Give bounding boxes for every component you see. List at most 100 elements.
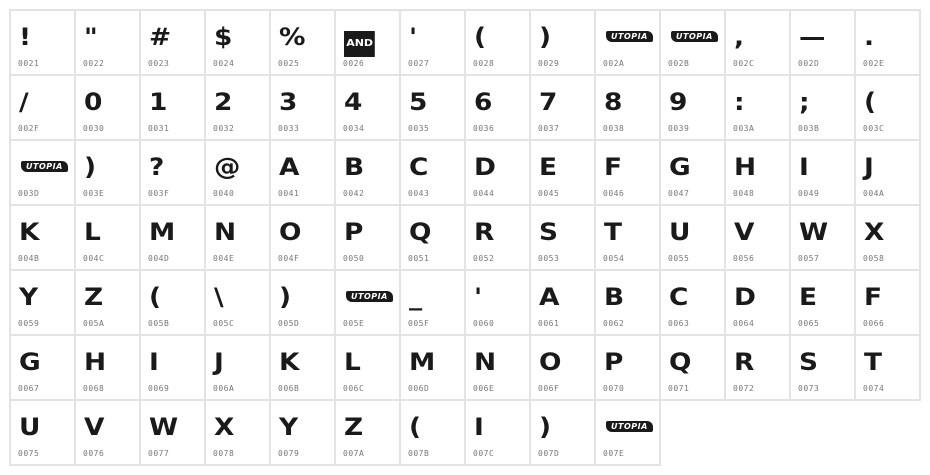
glyph-cell[interactable]: / 002F (9, 74, 76, 141)
glyph-cell[interactable]: . 002E (854, 9, 921, 76)
glyph-cell[interactable]: O 006F (529, 334, 596, 401)
glyph-cell[interactable]: E 0065 (789, 269, 856, 336)
glyph-preview: . (864, 23, 875, 51)
glyph-cell[interactable]: V 0056 (724, 204, 791, 271)
glyph-cell[interactable]: B 0042 (334, 139, 401, 206)
glyph-cell[interactable]: F 0046 (594, 139, 661, 206)
glyph-cell[interactable]: 4 0034 (334, 74, 401, 141)
glyph-cell[interactable]: 6 0036 (464, 74, 531, 141)
codepoint-label: 0072 (733, 384, 755, 393)
glyph-cell[interactable]: 3 0033 (269, 74, 336, 141)
glyph-cell[interactable]: UTOPIA 007E (594, 399, 661, 466)
glyph-cell[interactable]: L 006C (334, 334, 401, 401)
glyph-cell[interactable]: (003C (854, 74, 921, 141)
glyph-cell[interactable]: M 006D (399, 334, 466, 401)
glyph-cell[interactable]: 0 0030 (74, 74, 141, 141)
glyph-cell[interactable]: ; 003B (789, 74, 856, 141)
glyph-cell[interactable]: G 0047 (659, 139, 726, 206)
glyph-cell[interactable]: K 004B (9, 204, 76, 271)
codepoint-label: 0027 (408, 59, 430, 68)
glyph-cell[interactable]: $0024 (204, 9, 271, 76)
glyph-cell[interactable]: R 0052 (464, 204, 531, 271)
codepoint-label: 0049 (798, 189, 820, 198)
glyph-cell[interactable]: A 0041 (269, 139, 336, 206)
glyph-cell[interactable]: H 0048 (724, 139, 791, 206)
glyph-cell[interactable]: G 0067 (9, 334, 76, 401)
codepoint-label: 002D (798, 59, 820, 68)
glyph-cell[interactable]: F 0066 (854, 269, 921, 336)
glyph-cell[interactable]: I 0069 (139, 334, 206, 401)
glyph-cell[interactable]: 1 0031 (139, 74, 206, 141)
glyph-cell[interactable]: ' 0060 (464, 269, 531, 336)
glyph-cell[interactable]: UTOPIA 002A (594, 9, 661, 76)
glyph-cell[interactable]: T 0054 (594, 204, 661, 271)
glyph-cell[interactable]: UTOPIA 002B (659, 9, 726, 76)
glyph-cell[interactable]: UTOPIA 005E (334, 269, 401, 336)
glyph-cell[interactable]: P 0070 (594, 334, 661, 401)
glyph-cell[interactable]: , 002C (724, 9, 791, 76)
glyph-cell[interactable]: J 004A (854, 139, 921, 206)
glyph-cell[interactable]: I 007C (464, 399, 531, 466)
glyph-cell[interactable]: U 0055 (659, 204, 726, 271)
glyph-cell[interactable]: AND 0026 (334, 9, 401, 76)
glyph-cell[interactable]: E 0045 (529, 139, 596, 206)
glyph-cell[interactable]: X 0078 (204, 399, 271, 466)
glyph-cell[interactable]: X 0058 (854, 204, 921, 271)
glyph-cell[interactable]: K 006B (269, 334, 336, 401)
glyph-cell[interactable]: " 0022 (74, 9, 141, 76)
glyph-cell[interactable]: (0028 (464, 9, 531, 76)
glyph-cell[interactable]: 7 0037 (529, 74, 596, 141)
glyph-cell[interactable]: D 0064 (724, 269, 791, 336)
glyph-cell[interactable]: H 0068 (74, 334, 141, 401)
glyph-cell[interactable]: Z 007A (334, 399, 401, 466)
glyph-cell[interactable]: \ 005C (204, 269, 271, 336)
glyph-cell[interactable]: Z 005A (74, 269, 141, 336)
glyph-cell[interactable]: O 004F (269, 204, 336, 271)
glyph-cell[interactable]: Q 0051 (399, 204, 466, 271)
glyph-cell[interactable]: M 004D (139, 204, 206, 271)
glyph-cell[interactable]: ) 007D (529, 399, 596, 466)
glyph-cell[interactable]: #0023 (139, 9, 206, 76)
glyph-preview: N (474, 348, 497, 376)
glyph-cell[interactable]: ! 0021 (9, 9, 76, 76)
glyph-cell[interactable]: — 002D (789, 9, 856, 76)
glyph-cell[interactable]: V 0076 (74, 399, 141, 466)
glyph-cell[interactable]: A 0061 (529, 269, 596, 336)
glyph-cell[interactable]: I 0049 (789, 139, 856, 206)
glyph-cell[interactable]: Y 0059 (9, 269, 76, 336)
glyph-cell[interactable]: J 006A (204, 334, 271, 401)
glyph-cell[interactable]: W 0077 (139, 399, 206, 466)
glyph-cell[interactable]: _ 005F (399, 269, 466, 336)
glyph-cell[interactable]: S 0073 (789, 334, 856, 401)
glyph-cell[interactable]: T 0074 (854, 334, 921, 401)
glyph-cell[interactable]: @0040 (204, 139, 271, 206)
glyph-cell[interactable]: (007B (399, 399, 466, 466)
glyph-cell[interactable]: C 0043 (399, 139, 466, 206)
glyph-cell[interactable]: 9 0039 (659, 74, 726, 141)
glyph-cell[interactable]: 8 0038 (594, 74, 661, 141)
glyph-cell[interactable]: C 0063 (659, 269, 726, 336)
glyph-cell[interactable]: UTOPIA 003D (9, 139, 76, 206)
glyph-cell[interactable]: 5 0035 (399, 74, 466, 141)
glyph-cell[interactable]: N 004E (204, 204, 271, 271)
glyph-cell[interactable]: ? 003F (139, 139, 206, 206)
glyph-cell[interactable]: 2 0032 (204, 74, 271, 141)
glyph-cell[interactable]: Y 0079 (269, 399, 336, 466)
glyph-cell[interactable]: R 0072 (724, 334, 791, 401)
glyph-cell[interactable]: U 0075 (9, 399, 76, 466)
glyph-cell[interactable]: D 0044 (464, 139, 531, 206)
glyph-cell[interactable]: N 006E (464, 334, 531, 401)
glyph-cell[interactable]: W 0057 (789, 204, 856, 271)
glyph-cell[interactable]: Q 0071 (659, 334, 726, 401)
glyph-cell[interactable]: L 004C (74, 204, 141, 271)
glyph-cell[interactable]: S 0053 (529, 204, 596, 271)
glyph-cell[interactable]: ) 003E (74, 139, 141, 206)
glyph-cell[interactable]: (005B (139, 269, 206, 336)
glyph-cell[interactable]: ) 0029 (529, 9, 596, 76)
glyph-cell[interactable]: B 0062 (594, 269, 661, 336)
glyph-cell[interactable]: P 0050 (334, 204, 401, 271)
glyph-cell[interactable]: : 003A (724, 74, 791, 141)
glyph-cell[interactable]: % 0025 (269, 9, 336, 76)
glyph-cell[interactable]: ' 0027 (399, 9, 466, 76)
glyph-cell[interactable]: ) 005D (269, 269, 336, 336)
